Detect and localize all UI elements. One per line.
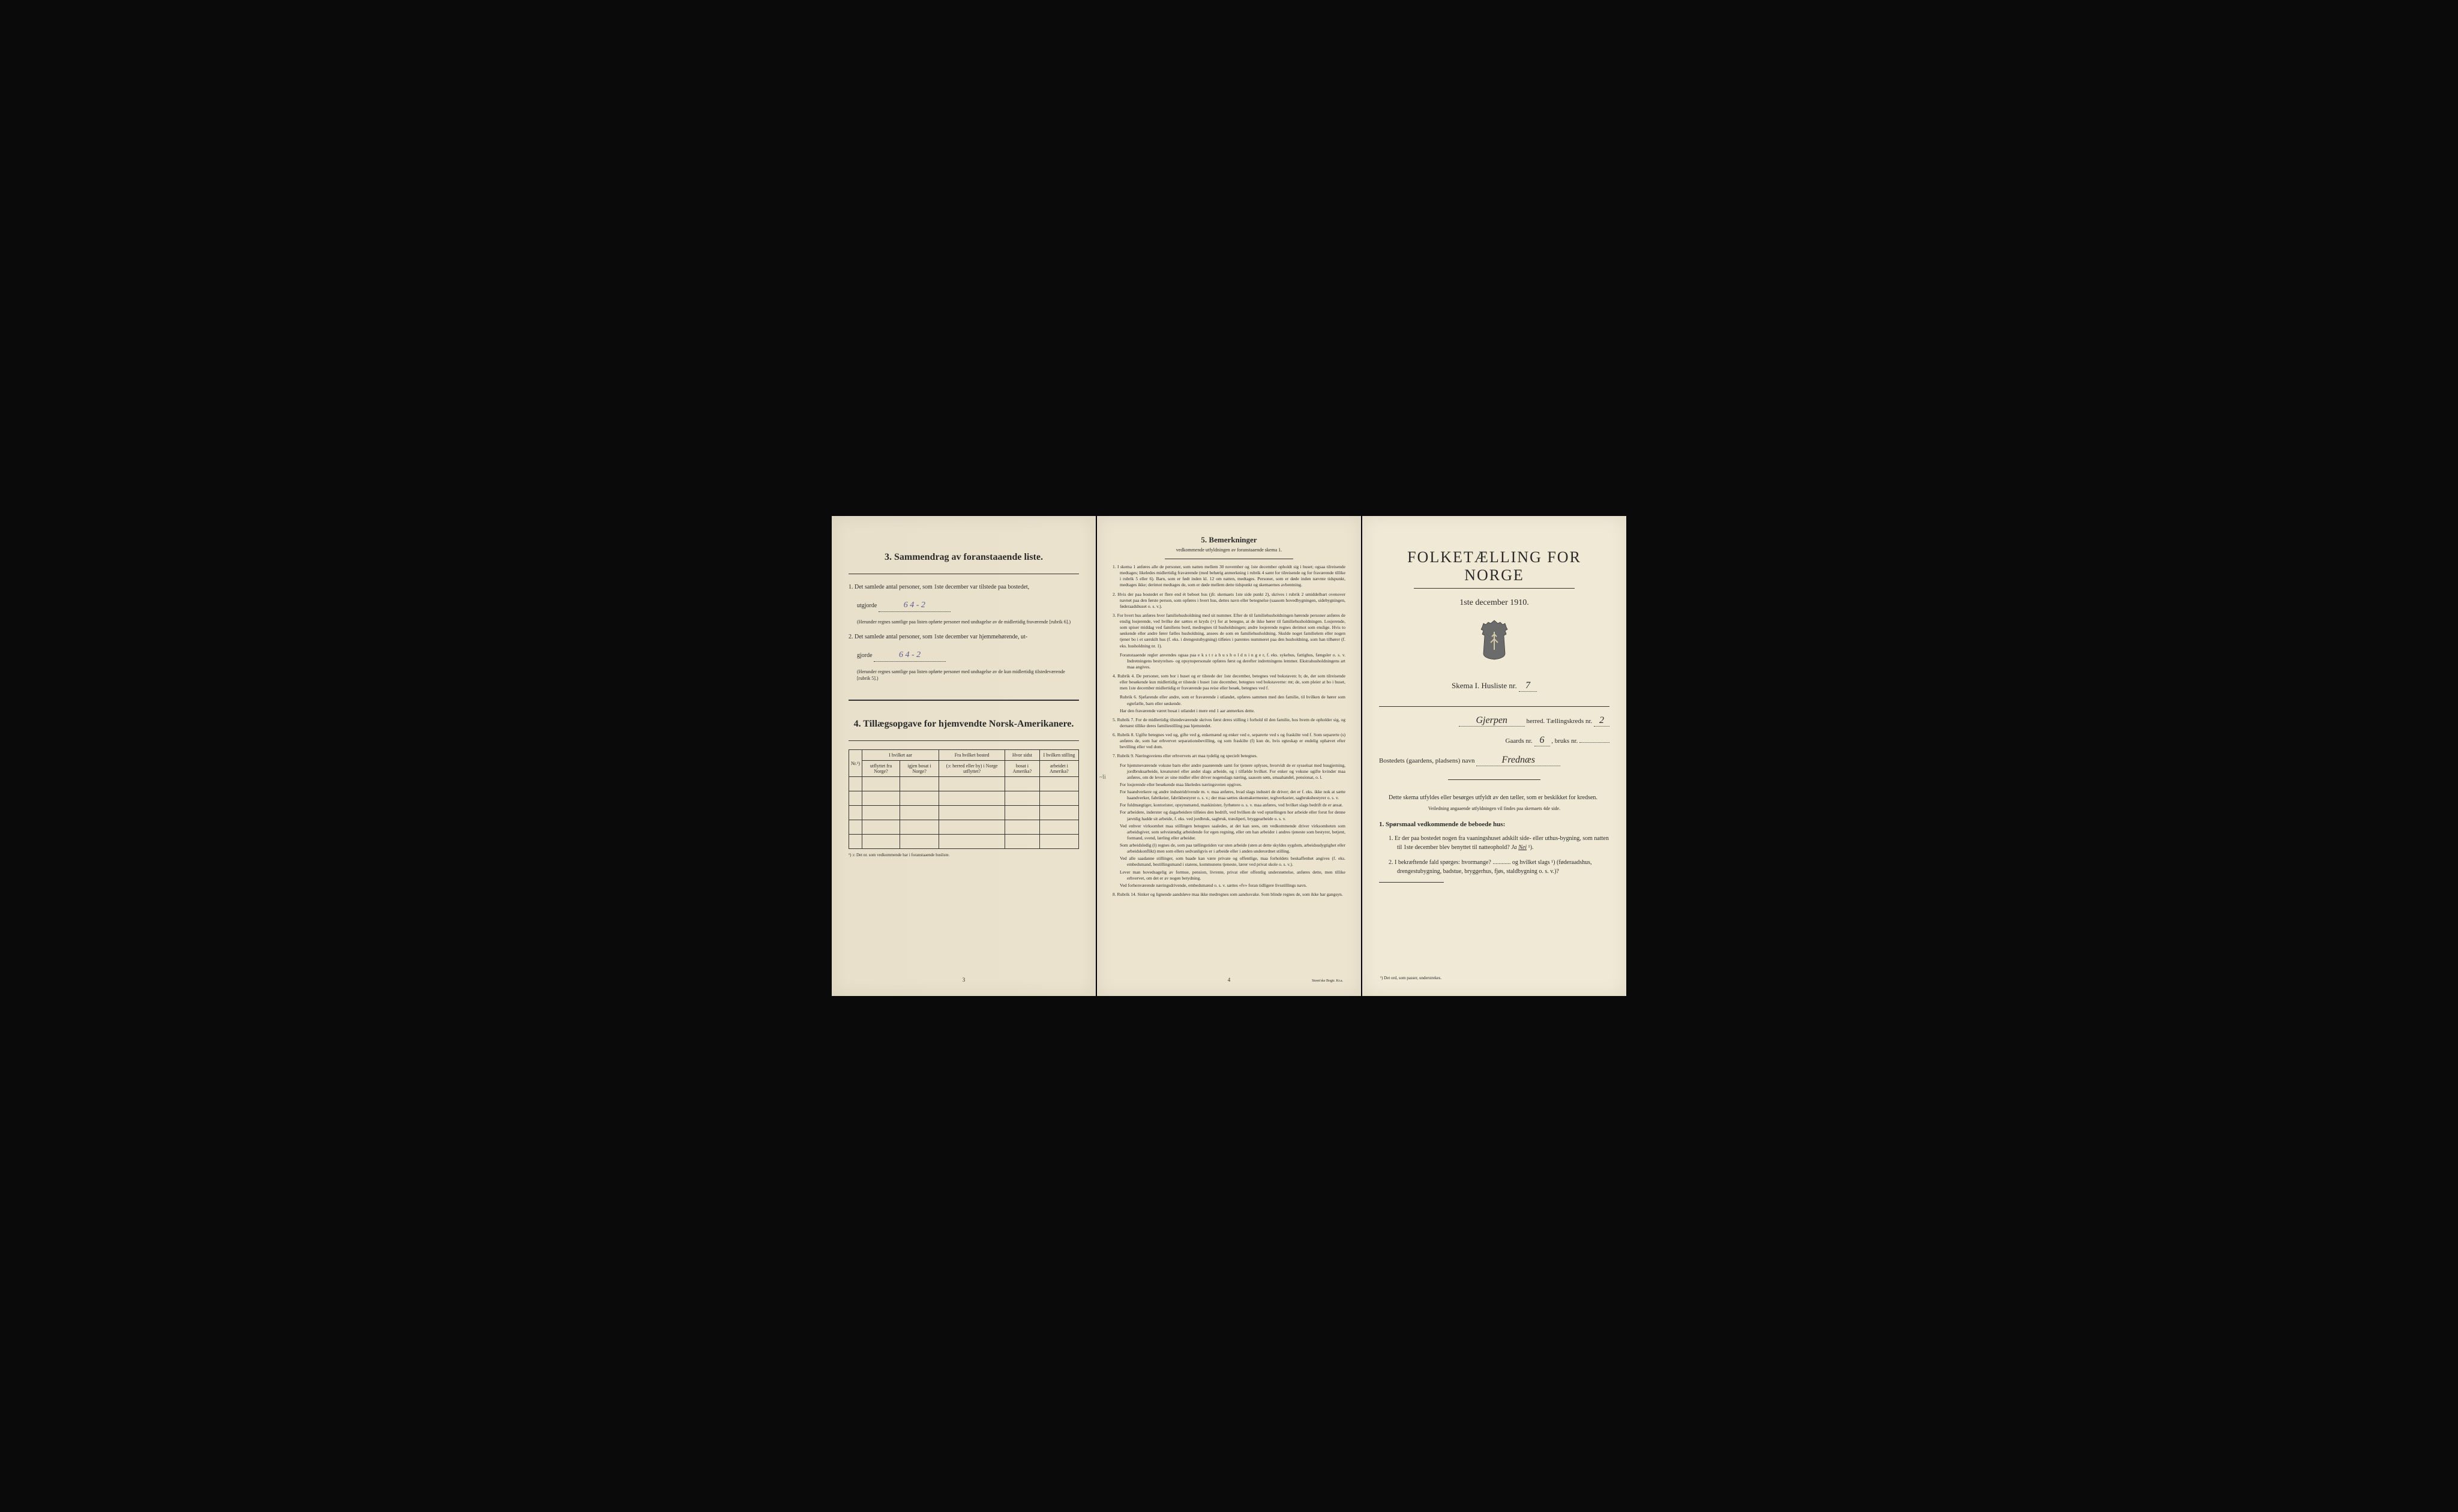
census-date: 1ste december 1910.: [1379, 598, 1609, 608]
table-row: [849, 820, 1079, 835]
rule: [1448, 779, 1540, 780]
page-number: 3: [963, 977, 966, 983]
item-2-value: 6 4 - 2: [874, 649, 946, 662]
page-1-cover: FOLKETÆLLING FOR NORGE 1ste december 191…: [1362, 516, 1626, 996]
th-out: utflyttet fra Norge?: [862, 761, 900, 777]
remark-7f: Ved enhver virksomhet maa stillingen bet…: [1113, 823, 1345, 841]
rule-double: [849, 700, 1079, 701]
item-1-label: utgjorde: [857, 602, 877, 609]
bosted-label: Bostedets (gaardens, pladsens) navn: [1379, 757, 1474, 764]
remark-5: 5. Rubrik 7. For de midlertidig tilstede…: [1113, 717, 1345, 729]
th-pos-a: I hvilken stilling: [1039, 750, 1078, 761]
table-row: [849, 777, 1079, 791]
gaard-line: Gaards nr. 6 , bruks nr.: [1379, 735, 1609, 746]
skema-line: Skema I. Husliste nr. 7: [1379, 680, 1609, 692]
th-nr: Nr.¹): [849, 750, 862, 777]
th-where-b: bosat i Amerika?: [1005, 761, 1040, 777]
intro-paragraph: Dette skema utfyldes eller besørges utfy…: [1379, 793, 1609, 802]
section-3-heading: 3. Sammendrag av foranstaaende liste.: [849, 552, 1079, 563]
th-year: I hvilket aar: [862, 750, 939, 761]
rule: [1379, 706, 1609, 707]
remark-7: 7. Rubrik 9. Næringsveiens eller erhverv…: [1113, 753, 1345, 759]
footnote: ¹) Det ord, som passer, understrekes.: [1380, 976, 1441, 980]
remark-7g: Som arbeidsledig (l) regnes de, som paa …: [1113, 842, 1345, 854]
section-5-heading: 5. Bemerkninger: [1113, 535, 1345, 545]
guidance-note: Veiledning angaaende utfyldningen vil fi…: [1379, 806, 1609, 811]
skema-label: Skema I. Husliste nr.: [1452, 681, 1517, 690]
item-1-line-b: utgjorde 6 4 - 2: [849, 599, 1079, 612]
bosted-line: Bostedets (gaardens, pladsens) navn Fred…: [1379, 755, 1609, 766]
remark-4c: Har den fraværende været bosat i utlande…: [1113, 708, 1345, 714]
table-body: [849, 777, 1079, 849]
gaard-label: Gaards nr.: [1506, 737, 1533, 745]
remark-7b: For losjerende eller besøkende maa likel…: [1113, 782, 1345, 788]
item-1-line-a: 1. Det samlede antal personer, som 1ste …: [849, 583, 1079, 592]
coat-of-arms-icon: [1379, 619, 1609, 664]
item-2-line-b: gjorde 6 4 - 2: [849, 649, 1079, 662]
th-where-a: Hvor sidst: [1005, 750, 1040, 761]
table-footnote: ¹) ɔ: Det nr. som vedkommende har i fora…: [849, 853, 1079, 857]
th-from-b: (ɔ: herred eller by) i Norge utflyttet?: [939, 761, 1005, 777]
remark-3b: Foranstaaende regler anvendes ogsaa paa …: [1113, 652, 1345, 670]
question-2: 2. I bekræftende fald spørges: hvormange…: [1389, 858, 1609, 876]
page-number: 4: [1228, 977, 1231, 983]
amerikanere-table: Nr.¹) I hvilket aar Fra hvilket bosted H…: [849, 749, 1079, 849]
item-1-note: (Herunder regnes samtlige paa listen opf…: [849, 619, 1079, 625]
remark-7e: For arbeidere, inderster og dagarbeidere…: [1113, 809, 1345, 821]
item-2-label: gjorde: [857, 652, 873, 659]
husliste-nr: 7: [1519, 680, 1537, 692]
remark-4b: Rubrik 6. Sjøfarende eller andre, som er…: [1113, 694, 1345, 706]
herred-value: Gjerpen: [1459, 715, 1525, 727]
section-4-heading: 4. Tillægsopgave for hjemvendte Norsk-Am…: [849, 719, 1079, 730]
item-2-note: (Herunder regnes samtlige paa listen opf…: [849, 669, 1079, 682]
question-1: 1. Er der paa bostedet nogen fra vaaning…: [1389, 834, 1609, 852]
remark-7d: For fuldmægtiger, kontorister, opsynsmæn…: [1113, 802, 1345, 808]
title-rule: [1414, 588, 1575, 589]
th-pos-b: arbeidet i Amerika?: [1039, 761, 1078, 777]
document-spread: 3. Sammendrag av foranstaaende liste. 1.…: [832, 516, 1626, 996]
bosted-value: Frednæs: [1476, 755, 1560, 766]
remark-4: 4. Rubrik 4. De personer, som bor i huse…: [1113, 673, 1345, 691]
footnote-rule: [1379, 882, 1444, 883]
question-1-text: 1. Er der paa bostedet nogen fra vaaning…: [1389, 835, 1609, 851]
table-head: Nr.¹) I hvilket aar Fra hvilket bosted H…: [849, 750, 1079, 777]
remark-7h: Ved alle saadanne stillinger, som baade …: [1113, 856, 1345, 868]
remark-7j: Ved forhenværende næringsdrivende, embed…: [1113, 883, 1345, 889]
item-1-value: 6 4 - 2: [879, 599, 951, 612]
document-title: FOLKETÆLLING FOR NORGE: [1379, 548, 1609, 584]
remark-8: 8. Rubrik 14. Sinker og lignende aandslø…: [1113, 892, 1345, 898]
table-row: [849, 835, 1079, 849]
kreds-nr: 2: [1594, 715, 1609, 727]
bruks-nr: [1579, 742, 1609, 743]
remark-7i: Lever man hovedsagelig av formue, pensio…: [1113, 869, 1345, 881]
section-5-subtitle: vedkommende utfyldningen av foranstaaend…: [1113, 547, 1345, 553]
remark-6: 6. Rubrik 8. Ugifte betegnes ved ug, gif…: [1113, 732, 1345, 750]
remark-1: 1. I skema 1 anføres alle de personer, s…: [1113, 564, 1345, 589]
remark-3: 3. For hvert hus anføres hver familiehus…: [1113, 613, 1345, 649]
th-from-a: Fra hvilket bosted: [939, 750, 1005, 761]
bruks-label: , bruks nr.: [1551, 737, 1578, 745]
herred-label: herred. Tællingskreds nr.: [1526, 718, 1592, 725]
page-3: 3. Sammendrag av foranstaaende liste. 1.…: [832, 516, 1096, 996]
table-row: [849, 791, 1079, 806]
herred-line: Gjerpen herred. Tællingskreds nr. 2: [1379, 715, 1609, 727]
item-2-line-a: 2. Det samlede antal personer, som 1ste …: [849, 632, 1079, 641]
th-back: igjen bosat i Norge?: [900, 761, 939, 777]
printer-credit: Steen'ske Bogtr. Kr.a.: [1312, 979, 1343, 983]
rule: [849, 740, 1079, 741]
remark-2: 2. Hvis der paa bostedet er flere end ét…: [1113, 592, 1345, 610]
question-heading: 1. Spørsmaal vedkommende de beboede hus:: [1379, 821, 1609, 828]
remark-7c: For haandverkere og andre industridriven…: [1113, 789, 1345, 801]
margin-annotation: ~li: [1099, 773, 1106, 781]
page-4: 5. Bemerkninger vedkommende utfyldningen…: [1097, 516, 1361, 996]
remark-7a: For hjemmeværende voksne barn eller andr…: [1113, 763, 1345, 781]
table-row: [849, 806, 1079, 820]
gaard-nr: 6: [1534, 735, 1550, 746]
